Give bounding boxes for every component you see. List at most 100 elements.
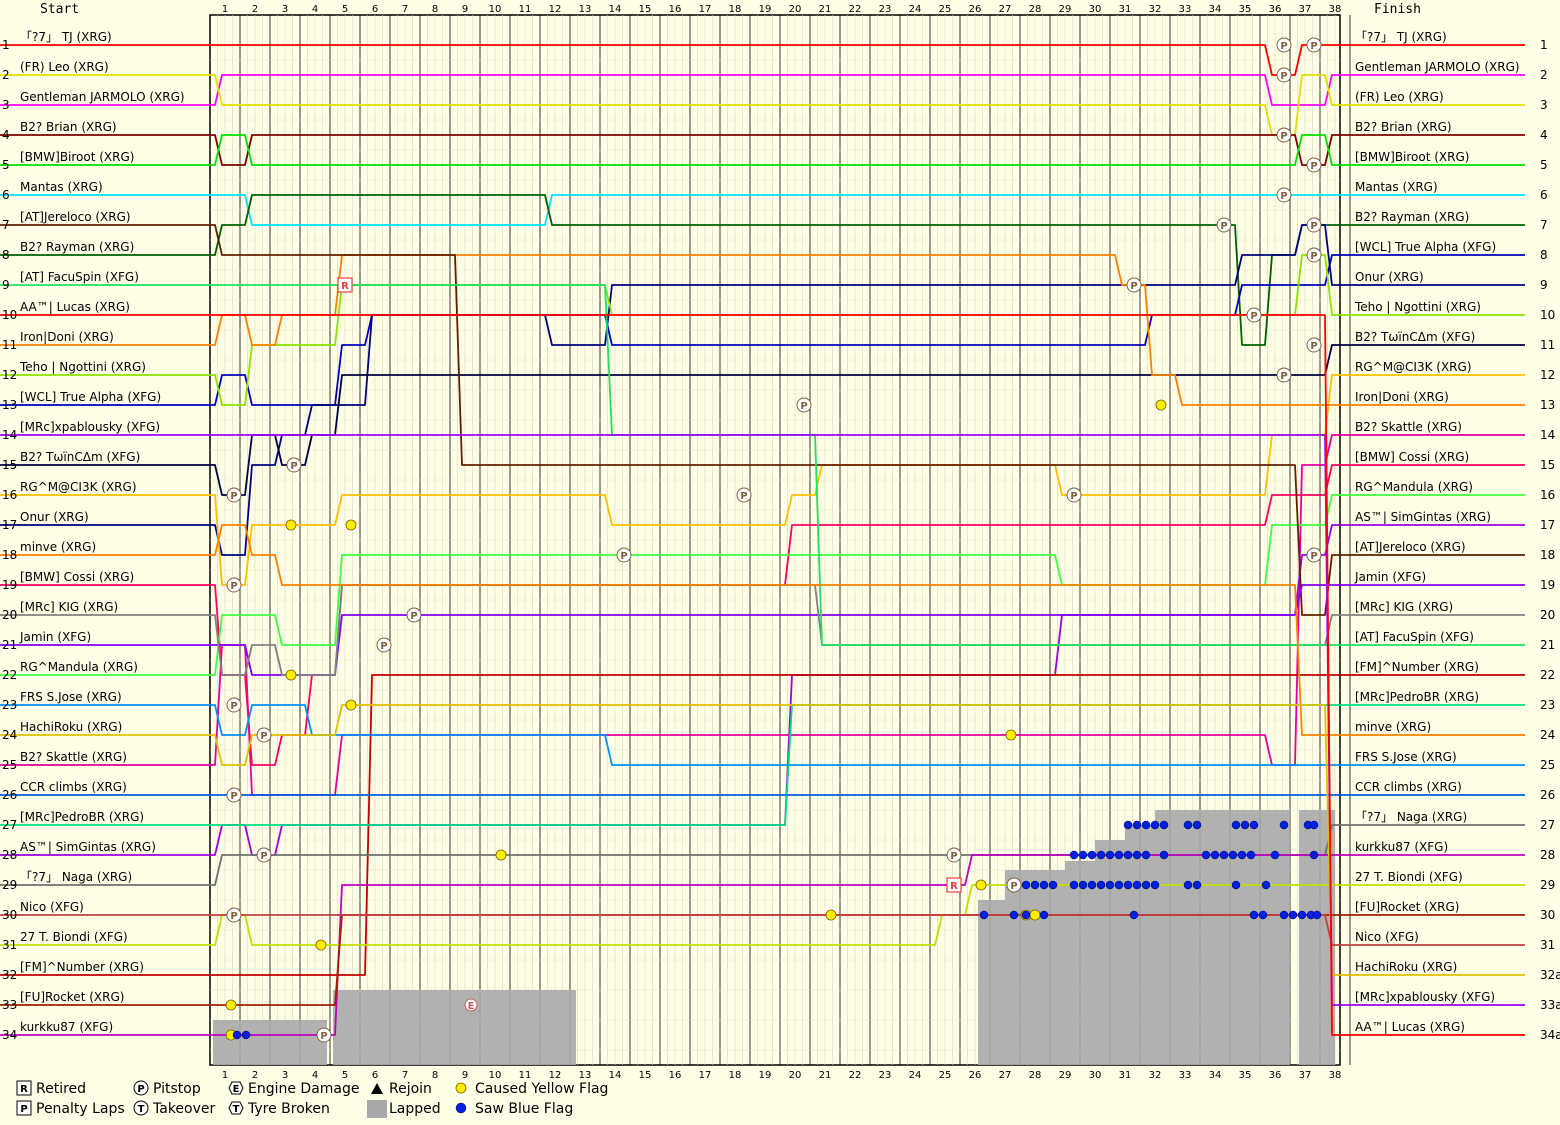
legend-gear-icon [228,1101,244,1115]
lap-tick-bottom: 29 [1059,1070,1072,1081]
start-position-number: 13 [2,398,17,412]
lap-tick-top: 23 [879,4,892,15]
pitstop-marker [406,607,422,623]
start-driver-label: RG^M@CI3K (XRG) [20,480,137,494]
start-position-number: 5 [2,158,10,172]
finish-driver-label: B2? TωїnCΔm (XFG) [1355,330,1475,344]
finish-driver-label: [MRc]PedroBR (XRG) [1355,690,1479,704]
lapped-area [213,1020,327,1065]
finish-position-number: 3 [1540,98,1548,112]
lap-tick-top: 25 [939,4,952,15]
blue-flag-marker [1249,910,1259,920]
pitstop-marker [1306,37,1322,53]
pitstop-marker [1066,487,1082,503]
legend-icon-letter: P [137,1084,144,1095]
retired-marker-letter: R [341,281,349,292]
lap-tick-top: 6 [372,4,378,15]
legend-label: Caused Yellow Flag [475,1081,608,1097]
finish-driver-label: Iron|Doni (XRG) [1355,390,1449,404]
yellow-flag-marker [345,519,357,531]
yellow-flag-marker [315,939,327,951]
start-position-number: 4 [2,128,10,142]
lap-tick-bottom: 14 [609,1070,622,1081]
start-position-number: 26 [2,788,17,802]
pitstop-marker [226,697,242,713]
blue-flag-marker [1237,850,1247,860]
lap-tick-bottom: 10 [489,1070,502,1081]
pitstop-marker-letter: P [260,851,267,862]
finish-driver-label: [FU]Rocket (XRG) [1355,900,1459,914]
start-driver-label: B2? Skattle (XRG) [20,750,127,764]
lap-tick-top: 36 [1269,4,1282,15]
finish-position-number: 23 [1540,698,1555,712]
blue-flag-marker [1096,850,1106,860]
blue-flag-marker [1219,850,1229,860]
lap-tick-top: 8 [432,4,438,15]
finish-position-number: 4 [1540,128,1548,142]
pitstop-marker-letter: P [260,731,267,742]
legend-label: Takeover [152,1101,215,1117]
legend-icon-letter: R [20,1084,28,1095]
blue-flag-marker [1021,880,1031,890]
lap-tick-bottom: 38 [1329,1070,1342,1081]
grid: 1122334455667788991010111112121313141415… [209,4,1351,1081]
lap-tick-bottom: 5 [342,1070,348,1081]
series-line [0,134,1525,166]
start-driver-label: Onur (XRG) [20,510,89,524]
blue-flag-marker [1309,820,1319,830]
series-line [0,704,1525,766]
blue-flag-marker [1279,820,1289,830]
blue-flag-marker [1021,910,1031,920]
pitstop-marker [1276,187,1292,203]
finish-position-number: 33a [1540,998,1560,1012]
retired-marker [946,877,962,893]
lap-tick-top: 2 [252,4,258,15]
start-driver-label: AS™| SimGintas (XRG) [20,840,156,854]
start-position-number: 32 [2,968,17,982]
lap-tick-top: 22 [849,4,862,15]
blue-flag-marker [1258,910,1268,920]
blue-flag-marker [1297,910,1307,920]
finish-driver-label: RG^M@CI3K (XRG) [1355,360,1472,374]
lap-tick-top: 26 [969,4,982,15]
series-line [0,584,1525,676]
start-position-number: 10 [2,308,17,322]
blue-flag-marker [1159,820,1169,830]
legend-square-icon [16,1080,32,1096]
pitstop-marker [946,847,962,863]
finish-position-number: 28 [1540,848,1555,862]
start-driver-label: kurkku87 (XFG) [20,1020,113,1034]
finish-driver-label: 27 T. Biondi (XFG) [1355,870,1463,884]
legend-icon-letter: E [233,1084,240,1095]
pitstop-marker-letter: P [1310,221,1317,232]
pitstop-marker [1306,157,1322,173]
finish-position-number: 19 [1540,578,1555,592]
lap-tick-bottom: 37 [1299,1070,1312,1081]
finish-position-number: 21 [1540,638,1555,652]
pitstop-marker-letter: P [620,551,627,562]
pitstop-marker-letter: P [1280,371,1287,382]
finish-position-number: 7 [1540,218,1548,232]
lap-tick-top: 13 [579,4,592,15]
lap-tick-bottom: 35 [1239,1070,1252,1081]
lapped-area [1125,825,1155,1065]
pitstop-marker-letter: P [950,851,957,862]
lap-tick-top: 37 [1299,4,1312,15]
legend-square-icon [16,1100,32,1116]
series-line [0,74,1525,136]
start-position-number: 19 [2,578,17,592]
finish-position-number: 30 [1540,908,1555,922]
legend-label: Lapped [389,1101,441,1117]
finish-driver-label: AA™| Lucas (XRG) [1355,1020,1465,1034]
lap-tick-bottom: 19 [759,1070,772,1081]
start-position-number: 7 [2,218,10,232]
start-position-number: 12 [2,368,17,382]
lap-tick-bottom: 6 [372,1070,378,1081]
blue-flag-marker [1183,820,1193,830]
pitstop-marker-letter: P [1310,161,1317,172]
lapped-area [978,900,1005,1065]
blue-flag-marker [1309,850,1319,860]
blue-flag-marker [1228,850,1238,860]
blue-flag-marker [1105,850,1115,860]
yellow-flag-marker [285,669,297,681]
